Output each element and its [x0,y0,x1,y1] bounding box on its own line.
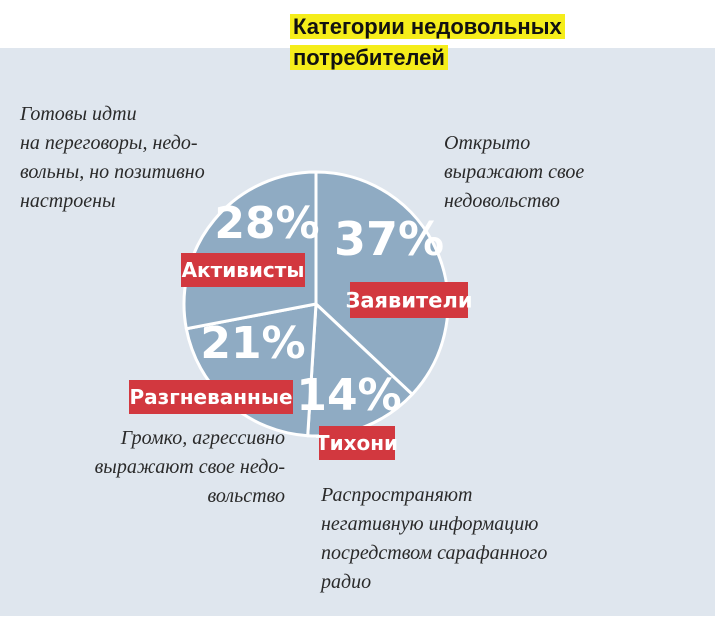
slice-label-tag [129,380,293,414]
desc-line: Открыто [444,132,531,154]
pie-slice-value-label: 21% [200,318,305,369]
desc-line: вольство [207,485,285,507]
description-aktivisty: Готовы идти на переговоры, недо- вольны,… [20,100,205,216]
chart-title: Категории недовольных потребителей [290,11,610,73]
desc-line: Громко, агрессивно [120,427,285,449]
desc-line: радио [321,571,372,593]
desc-line: на переговоры, недо- [20,132,198,154]
slice-label-text: Тихони [316,431,398,455]
slice-label-tag [319,426,395,460]
desc-line: Распространяют [321,484,473,506]
pie-slice-value-label: 14% [296,370,401,421]
description-razgnevannye: Громко, агрессивно выражают свое недо- в… [95,424,285,511]
slice-label-text: Разгневанные [129,385,292,409]
desc-line: выражают свое недо- [94,456,285,478]
slice-label-text: Активисты [182,258,305,282]
desc-line: настроены [20,190,116,212]
slice-label-text: Заявители [345,289,472,313]
desc-line: выражают свое [444,161,585,183]
desc-line: Готовы идти [20,103,137,125]
slice-label-tag [350,282,468,318]
pie-slice-value-label: 37% [334,212,444,266]
desc-line: посредством сарафанного [321,542,548,564]
desc-line: негативную информацию [321,513,539,535]
desc-line: недовольство [444,190,560,212]
slice-label-tag [181,253,305,287]
desc-line: вольны, но позитивно [20,161,205,183]
pie-slice-value-label: 28% [214,198,319,249]
pie-slice [182,170,318,331]
description-zayaviteli: Открыто выражают свое недовольство [444,129,584,216]
description-tikhoni: Распространяют негативную информацию пос… [321,481,547,597]
